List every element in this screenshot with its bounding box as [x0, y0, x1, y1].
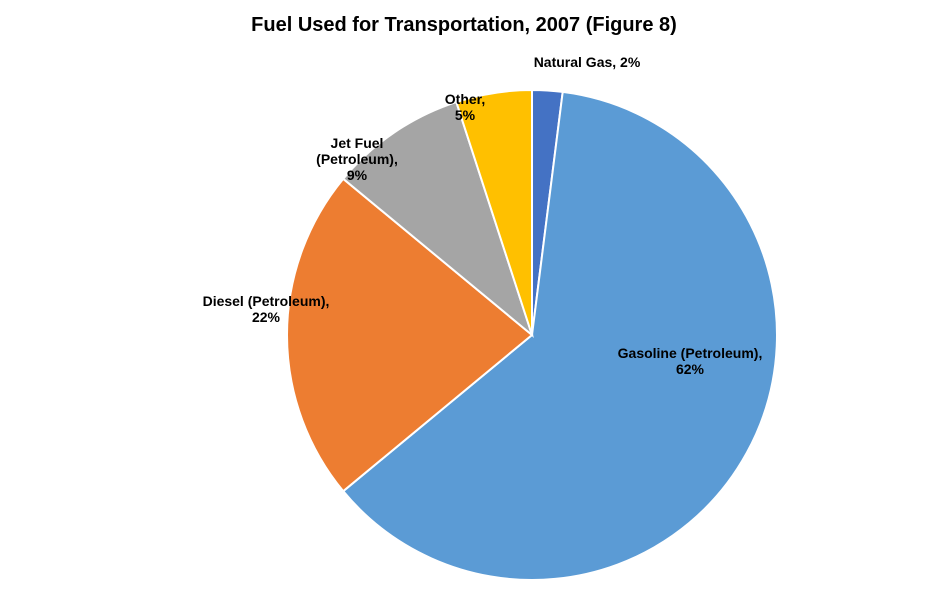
- slice-label-jet-fuel-petroleum-: Jet Fuel (Petroleum), 9%: [302, 135, 412, 183]
- slice-label-diesel-petroleum-: Diesel (Petroleum), 22%: [181, 293, 351, 325]
- slice-label-gasoline-petroleum-: Gasoline (Petroleum), 62%: [590, 345, 790, 377]
- slice-label-natural-gas: Natural Gas, 2%: [517, 54, 657, 70]
- slice-label-other: Other, 5%: [430, 91, 500, 123]
